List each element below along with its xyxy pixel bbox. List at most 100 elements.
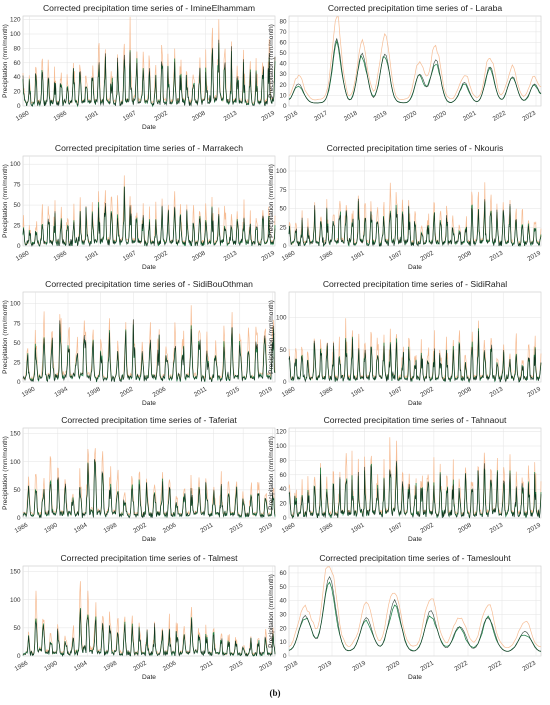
x-tick-label: 2015 <box>228 659 244 672</box>
x-axis-label: Date <box>408 536 422 543</box>
x-tick-label: 1998 <box>102 521 118 534</box>
series-model-line <box>288 330 542 383</box>
y-tick-label: 100 <box>10 459 21 466</box>
y-tick-label: 70 <box>279 29 287 36</box>
x-tick-label: 1990 <box>21 385 37 398</box>
x-tick-label: 2019 <box>373 109 389 122</box>
x-tick-label: 2008 <box>191 109 207 122</box>
y-tick-label: 50 <box>279 50 287 57</box>
x-tick-label: 2019 <box>526 385 542 398</box>
x-tick-label: 2013 <box>489 521 505 534</box>
x-tick-label: 1997 <box>122 109 138 122</box>
x-tick-label: 1986 <box>14 521 30 534</box>
y-tick-label: 120 <box>276 429 287 436</box>
x-tick-label: 1991 <box>350 249 366 262</box>
x-tick-label: 1991 <box>84 109 100 122</box>
chart-title: Corrected precipitation time series of -… <box>55 143 243 153</box>
y-tick-label: 150 <box>10 431 21 438</box>
y-tick-label: 100 <box>276 315 287 322</box>
chart-title: Corrected precipitation time series of -… <box>324 415 507 425</box>
x-tick-label: 1980 <box>281 521 297 534</box>
x-tick-label: 2015 <box>228 521 244 534</box>
x-tick-label: 1991 <box>350 385 366 398</box>
x-tick-label: 2006 <box>162 521 178 534</box>
plot-area <box>288 427 542 519</box>
x-tick-label: 2020 <box>432 109 448 122</box>
x-tick-label: 2021 <box>419 659 435 672</box>
x-tick-label: 1997 <box>388 249 404 262</box>
x-tick-label: 2006 <box>162 659 178 672</box>
figure-caption: (b) <box>269 688 281 698</box>
y-axis-label: Precipitation (mm/month) <box>268 164 275 238</box>
x-tick-label: 2002 <box>153 109 169 122</box>
y-tick-label: 40 <box>279 486 287 493</box>
chart-panel-4: 0 25 50 75 100 1980 1986 1991 1997 2002 2008 2013 20… <box>268 143 542 271</box>
y-tick-label: 50 <box>13 202 21 209</box>
y-tick-label: 60 <box>279 570 287 577</box>
y-tick-label: 50 <box>279 206 287 213</box>
series-model-line <box>288 460 542 520</box>
y-tick-label: 100 <box>276 443 287 450</box>
x-tick-label: 2002 <box>153 249 169 262</box>
x-axis-label: Date <box>408 400 422 407</box>
x-tick-label: 2019 <box>260 109 276 122</box>
y-tick-label: 80 <box>279 457 287 464</box>
y-tick-label: 0 <box>283 653 287 660</box>
x-tick-label: 2019 <box>258 659 274 672</box>
x-tick-label: 1980 <box>15 249 31 262</box>
series-model-line <box>288 575 542 652</box>
y-tick-label: 75 <box>13 182 21 189</box>
x-tick-label: 2008 <box>457 385 473 398</box>
x-tick-label: 1986 <box>52 249 68 262</box>
x-tick-label: 2018 <box>283 659 299 672</box>
y-tick-label: 40 <box>13 74 21 81</box>
x-tick-label: 2002 <box>419 249 435 262</box>
x-axis-label: Date <box>142 674 156 681</box>
y-axis-label: Precipitation (mm/month) <box>268 436 275 510</box>
series-model-line <box>288 37 542 104</box>
y-tick-label: 50 <box>279 347 287 354</box>
y-tick-label: 0 <box>17 653 21 660</box>
x-tick-label: 2019 <box>258 521 274 534</box>
y-tick-label: 10 <box>279 92 287 99</box>
y-tick-label: 30 <box>279 611 287 618</box>
plot-area <box>288 565 542 657</box>
x-tick-label: 1986 <box>318 521 334 534</box>
chart-panel-5: 0 25 50 75 100 1990 1994 1998 2002 2006 2011 2015 20… <box>2 279 276 407</box>
x-axis-label: Date <box>408 264 422 271</box>
y-tick-label: 20 <box>279 625 287 632</box>
series-model-line <box>288 198 542 247</box>
y-tick-label: 100 <box>10 161 21 168</box>
y-tick-label: 10 <box>279 639 287 646</box>
y-tick-label: 75 <box>13 320 21 327</box>
chart-panel-1: 0 20 40 60 80 100 120 1980 1986 1991 1997 2002 2008 2… <box>2 3 276 131</box>
x-tick-label: 1990 <box>43 659 59 672</box>
y-tick-label: 120 <box>10 17 21 24</box>
series-model-line <box>22 186 276 247</box>
x-tick-label: 1997 <box>122 249 138 262</box>
chart-panel-7: 0 50 100 150 1986 1990 1994 1998 2002 2006 2011 201… <box>2 415 276 543</box>
chart-title: Corrected precipitation time series of -… <box>45 279 253 289</box>
y-tick-label: 40 <box>279 598 287 605</box>
x-tick-label: 2011 <box>199 659 215 672</box>
x-tick-label: 2002 <box>119 385 135 398</box>
y-tick-label: 100 <box>276 168 287 175</box>
y-axis-label: Precipitation (mm/month) <box>2 164 9 238</box>
plot-area <box>22 565 276 657</box>
series-observed-line <box>288 16 542 101</box>
y-tick-label: 60 <box>279 39 287 46</box>
chart-panel-10: 0 10 20 30 40 50 60 2018 2019 2019 2020 2021 2022 202… <box>268 553 542 681</box>
x-tick-label: 2019 <box>317 659 333 672</box>
x-tick-label: 1980 <box>15 109 31 122</box>
y-tick-label: 0 <box>17 379 21 386</box>
y-tick-label: 40 <box>279 61 287 68</box>
chart-title: Corrected precipitation time series of -… <box>328 3 503 13</box>
y-axis-label: Precipitation (mm/month) <box>268 300 275 374</box>
x-tick-label: 2023 <box>521 659 537 672</box>
y-tick-label: 0 <box>17 243 21 250</box>
chart-panel-2: 0 10 20 30 40 50 60 70 80 2016 2017 2018 2019 2020 202… <box>268 3 542 123</box>
y-tick-label: 100 <box>10 31 21 38</box>
x-tick-label: 1994 <box>73 521 89 534</box>
x-tick-label: 2002 <box>419 521 435 534</box>
x-tick-label: 2018 <box>343 109 359 122</box>
